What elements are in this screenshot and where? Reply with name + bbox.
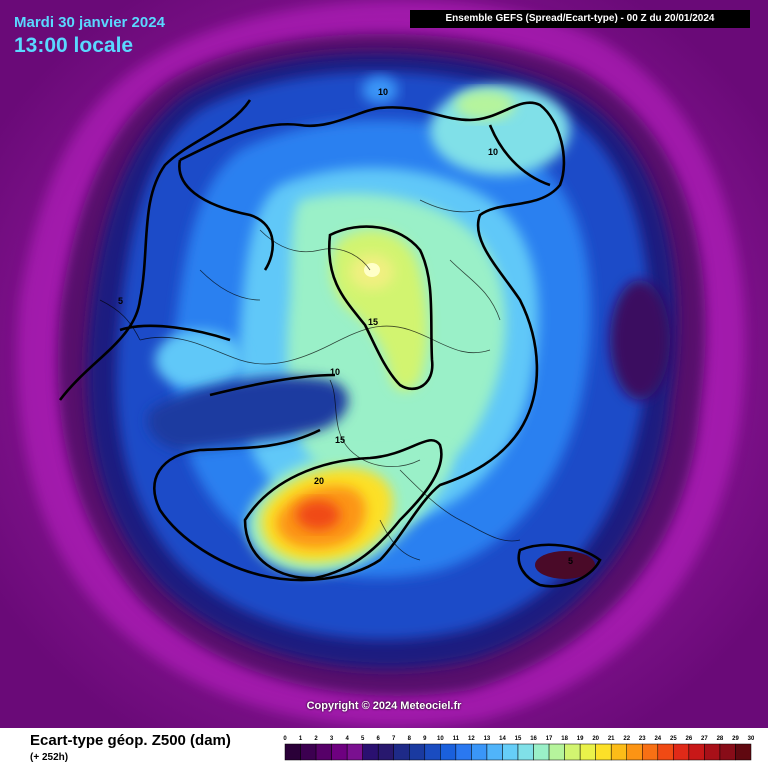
legend-tick-label: 9 (423, 736, 427, 742)
legend-tick-label: 11 (453, 736, 460, 742)
forecast-date: Mardi 30 janvier 2024 (14, 14, 165, 31)
legend-tick-label: 15 (515, 736, 522, 742)
legend-swatch (315, 743, 332, 761)
color-legend: 0 1 2 3 4 5 6 7 8 9 10 11 12 13 14 15 16 17 18 19 20 21 22 23 24… (283, 736, 754, 761)
legend-tick-label: 8 (408, 736, 412, 742)
legend-swatch (486, 743, 503, 761)
legend-swatch (424, 743, 441, 761)
legend-tick-label: 17 (546, 736, 553, 742)
legend-swatch (735, 743, 752, 761)
legend-tick-label: 4 (345, 736, 349, 742)
legend-tick-label: 14 (499, 736, 506, 742)
legend-tick-label: 19 (577, 736, 584, 742)
legend-swatch (377, 743, 394, 761)
spread-map: 10 10 5 15 10 15 20 5 (0, 0, 768, 728)
legend-swatch (548, 743, 565, 761)
legend-tick-label: 30 (748, 736, 754, 742)
legend-tick-label: 0 (283, 736, 287, 742)
variable-title: Ecart-type géop. Z500 (dam) (30, 732, 231, 749)
legend-swatch (502, 743, 519, 761)
legend-swatch (362, 743, 379, 761)
legend-tick-label: 7 (392, 736, 396, 742)
legend-swatch (346, 743, 363, 761)
contour-label-5: 10 (330, 367, 340, 377)
legend-swatch (517, 743, 534, 761)
legend-swatch (471, 743, 488, 761)
run-info: Ensemble GEFS (Spread/Ecart-type) - 00 Z… (410, 10, 750, 28)
legend-swatch (284, 743, 301, 761)
legend-swatch (440, 743, 457, 761)
legend-swatch (704, 743, 721, 761)
legend-swatch (626, 743, 643, 761)
legend-tick-label: 1 (299, 736, 303, 742)
legend-swatch (393, 743, 410, 761)
contour-label-8: 5 (568, 556, 573, 566)
legend-swatch (688, 743, 705, 761)
legend-tick-label: 13 (484, 736, 491, 742)
legend-tick-label: 29 (732, 736, 739, 742)
legend-tick-label: 18 (561, 736, 568, 742)
legend-tick-label: 26 (686, 736, 693, 742)
legend-swatch (673, 743, 690, 761)
legend-swatch (331, 743, 348, 761)
legend-tick-label: 5 (361, 736, 365, 742)
lead-time: (+ 252h) (30, 752, 69, 763)
contour-label-1: 10 (378, 87, 388, 97)
legend-swatch (409, 743, 426, 761)
legend-tick-label: 28 (717, 736, 724, 742)
legend-swatch (533, 743, 550, 761)
contour-label-7: 20 (314, 476, 324, 486)
legend-tick-label: 2 (314, 736, 318, 742)
legend-tick-label: 23 (639, 736, 646, 742)
legend-swatch (610, 743, 627, 761)
legend-tick-label: 25 (670, 736, 677, 742)
legend-tick-label: 16 (530, 736, 537, 742)
legend-swatch (455, 743, 472, 761)
legend-tick-label: 20 (592, 736, 599, 742)
contour-label-6: 15 (335, 435, 345, 445)
legend-swatch (719, 743, 736, 761)
legend-tick-label: 27 (701, 736, 708, 742)
legend-tick-label: 24 (654, 736, 661, 742)
legend-tick-label: 10 (437, 736, 444, 742)
legend-swatch (564, 743, 581, 761)
copyright: Copyright © 2024 Meteociel.fr (306, 700, 462, 712)
legend-swatch (595, 743, 612, 761)
contour-label-2: 10 (488, 147, 498, 157)
legend-tick-label: 6 (377, 736, 381, 742)
legend-swatch (657, 743, 674, 761)
legend-tick-label: 12 (468, 736, 475, 742)
legend-swatch (300, 743, 317, 761)
contour-label-3: 5 (118, 296, 123, 306)
legend-swatch (642, 743, 659, 761)
contour-label-4: 15 (368, 317, 378, 327)
legend-tick-label: 21 (608, 736, 615, 742)
forecast-local-time: 13:00 locale (14, 34, 134, 57)
legend-tick-label: 22 (623, 736, 630, 742)
legend-tick-label: 3 (330, 736, 334, 742)
legend-swatch (579, 743, 596, 761)
